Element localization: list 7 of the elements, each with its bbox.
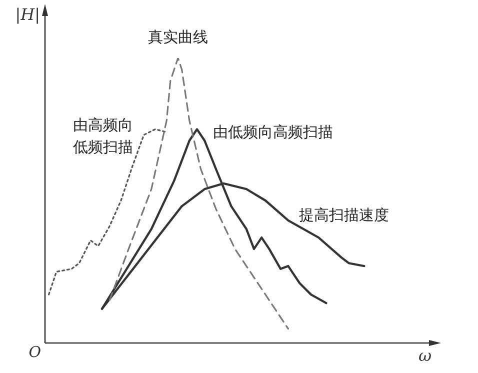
series-label: 由高频向低频扫描	[73, 116, 134, 156]
y-axis-title: |H|	[15, 5, 40, 24]
x-axis-title: ω	[418, 346, 432, 366]
series-label: 由低频向高频扫描	[213, 123, 333, 142]
series-label: 真实曲线	[148, 28, 208, 46]
series-label: 提高扫描速度	[299, 206, 390, 224]
text: O	[28, 342, 41, 361]
